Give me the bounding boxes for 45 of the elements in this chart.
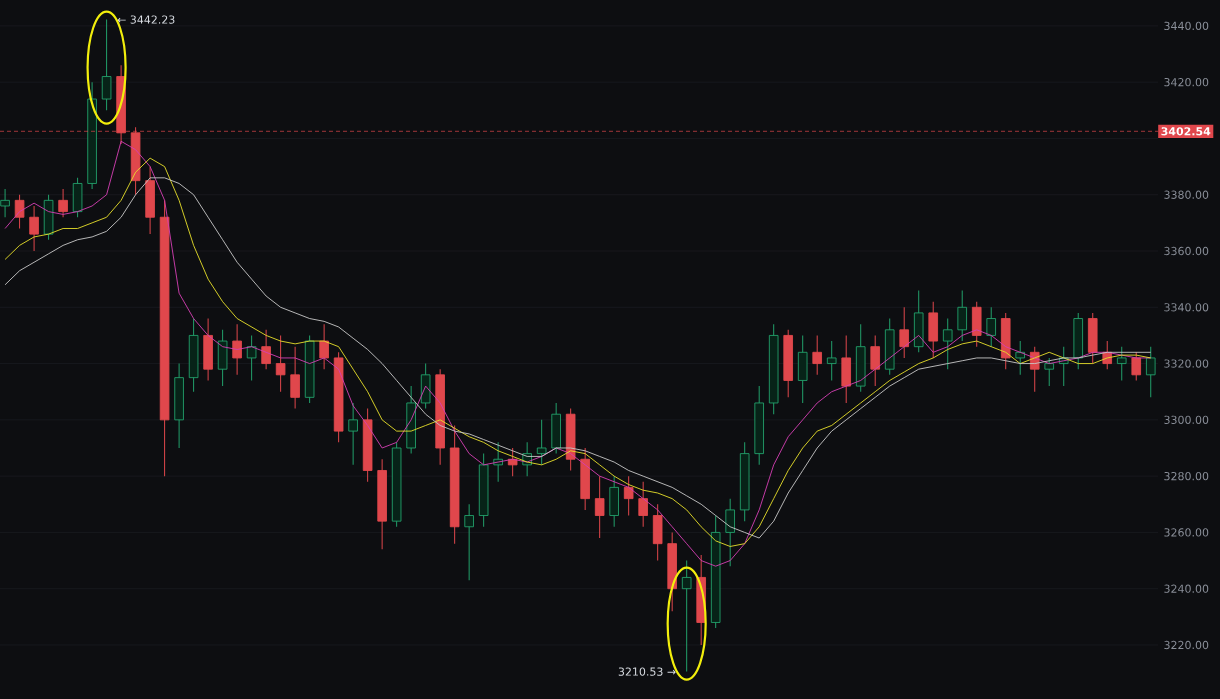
candlestick — [942, 318, 953, 370]
candlestick — [681, 560, 692, 673]
candlestick — [14, 194, 25, 229]
y-tick-label: 3440.00 — [1164, 21, 1209, 31]
candlestick — [1116, 346, 1127, 381]
candlestick — [58, 188, 68, 218]
candlestick — [899, 306, 910, 359]
candlestick — [986, 306, 997, 348]
candlestick — [348, 402, 358, 466]
candlestick — [246, 334, 257, 381]
y-tick-label: 3280.00 — [1164, 471, 1209, 481]
y-tick-label: 3340.00 — [1164, 303, 1209, 312]
y-tick-label: 3320.00 — [1164, 359, 1209, 368]
candlestick — [101, 19, 112, 111]
candlestick — [0, 188, 10, 218]
y-tick-label: 3300.00 — [1164, 415, 1209, 425]
candlestick — [870, 334, 881, 387]
annotation: 3210.53 → — [618, 667, 676, 676]
candlestick — [290, 346, 300, 410]
candlestick — [826, 340, 837, 381]
candlestick — [638, 481, 648, 528]
candlestick — [29, 205, 39, 252]
candlestick — [464, 503, 474, 581]
candlestick — [725, 498, 735, 567]
candlestick — [957, 289, 968, 342]
candlestick — [261, 329, 271, 370]
candlestick — [232, 323, 242, 376]
annotation: ← 3442.23 — [117, 15, 175, 24]
y-tick-label: 3240.00 — [1164, 584, 1209, 593]
y-tick-label: 3380.00 — [1164, 190, 1209, 199]
candlestick — [1044, 357, 1055, 387]
candlestick — [536, 419, 547, 466]
y-tick-label: 3420.00 — [1164, 78, 1209, 87]
ref-line-label: 3402.54 — [1161, 127, 1211, 136]
candlestick — [623, 475, 634, 517]
candlestick — [594, 475, 605, 539]
candlestick — [1145, 346, 1156, 398]
candlestick — [319, 323, 329, 370]
candlestick — [812, 334, 822, 376]
y-tick-label: 3360.00 — [1164, 246, 1209, 256]
candlestick — [275, 334, 286, 393]
candlestick — [1015, 340, 1026, 376]
candlestick — [1131, 351, 1142, 381]
y-tick-label: 3220.00 — [1164, 640, 1209, 650]
y-tick-label: 3260.00 — [1164, 528, 1209, 537]
